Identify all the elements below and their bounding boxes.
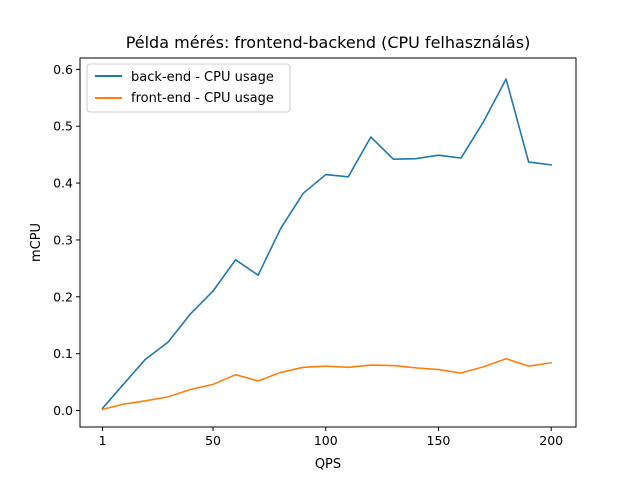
y-tick-label: 0.2: [53, 289, 73, 304]
y-tick-label: 0.4: [53, 176, 73, 191]
y-tick-label: 0.1: [53, 346, 73, 361]
y-tick-label: 0.0: [53, 403, 73, 418]
legend: back-end - CPU usage front-end - CPU usa…: [86, 63, 291, 113]
x-tick-label: 150: [427, 433, 451, 448]
x-axis-label: QPS: [315, 457, 341, 472]
legend-label-front-end: front-end - CPU usage: [131, 91, 274, 106]
y-tick-label: 0.6: [53, 62, 73, 77]
x-tick-label: 200: [539, 433, 563, 448]
legend-label-back-end: back-end - CPU usage: [131, 70, 274, 85]
y-axis: 0.0 0.1 0.2 0.3 0.4 0.5 0.6: [53, 62, 80, 418]
chart-title: Példa mérés: frontend-backend (CPU felha…: [126, 33, 531, 52]
axes-frame: [79, 57, 577, 428]
x-tick-label: 100: [314, 433, 338, 448]
plot-area: [101, 78, 553, 411]
y-axis-label: mCPU: [29, 223, 44, 262]
series-line-back-end: [101, 78, 553, 410]
y-tick-label: 0.5: [53, 119, 73, 134]
series-line-front-end: [101, 357, 553, 411]
x-axis: 1 50 100 150 200: [99, 427, 563, 448]
y-tick-label: 0.3: [53, 232, 73, 247]
x-tick-label: 50: [205, 433, 221, 448]
legend-box: [86, 63, 291, 113]
x-tick-label: 1: [99, 433, 107, 448]
